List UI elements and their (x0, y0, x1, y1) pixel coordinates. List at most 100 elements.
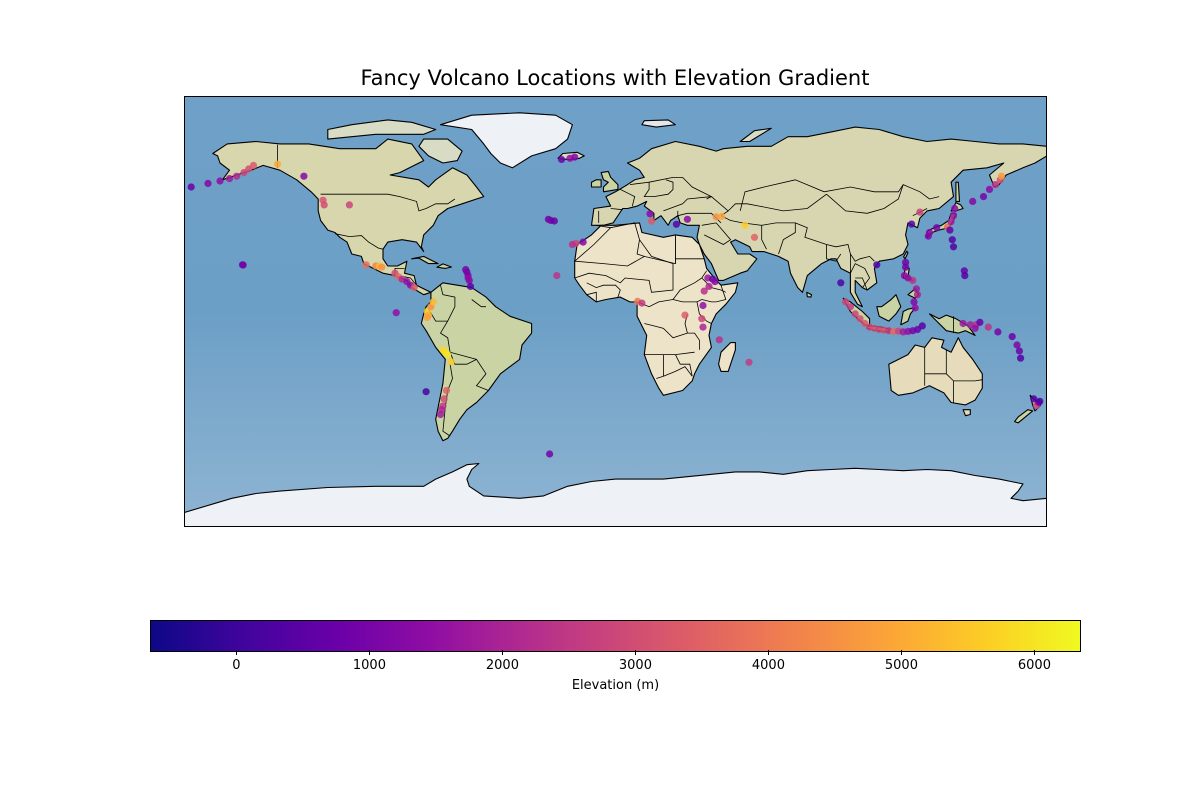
volcano-point (571, 153, 579, 161)
volcano-point (910, 298, 918, 306)
volcano-point (249, 161, 258, 169)
country-border (404, 276, 417, 286)
country-border (656, 354, 664, 379)
volcano-point (422, 388, 430, 396)
volcano-point (699, 323, 707, 331)
country-border (684, 313, 700, 350)
land-africa (574, 222, 739, 396)
volcano-point (233, 172, 241, 180)
volcano-point (856, 315, 864, 323)
volcano-point (949, 212, 958, 220)
country-border (629, 179, 674, 197)
country-border (471, 299, 486, 308)
colorbar-tick-label: 4000 (751, 658, 785, 673)
land-sri-lanka (806, 291, 813, 298)
colorbar-tick (369, 650, 371, 655)
land-south-america (420, 282, 533, 442)
colorbar-tick (635, 650, 637, 655)
volcano-point (392, 309, 400, 317)
volcano-point (984, 323, 992, 331)
volcano-point (873, 261, 881, 269)
volcano-point (976, 318, 984, 326)
volcano-point (1036, 397, 1044, 405)
land-great-britain (600, 170, 619, 193)
colorbar-tick-label: 5000 (884, 658, 918, 673)
volcano-point (238, 261, 247, 269)
map-frame (184, 96, 1047, 527)
country-border (826, 244, 842, 262)
volcano-point (947, 218, 955, 226)
colorbar-tick (768, 650, 770, 655)
country-border (675, 354, 693, 377)
volcano-point (705, 282, 713, 290)
volcano-point (902, 258, 910, 266)
volcano-point (951, 204, 959, 213)
land-eurasia (590, 126, 1047, 308)
volcano-point (546, 450, 554, 458)
volcano-point (683, 215, 691, 223)
volcano-point (969, 197, 977, 205)
volcano-point (971, 324, 979, 332)
volcano-point (842, 298, 850, 306)
country-border (586, 291, 597, 302)
volcano-point (378, 263, 386, 271)
volcano-point (429, 298, 437, 306)
colorbar-tick-label: 1000 (352, 658, 386, 673)
volcano-point (918, 322, 926, 330)
country-border (620, 189, 636, 207)
volcano-point (273, 160, 282, 168)
colorbar-tick-label: 3000 (618, 658, 652, 673)
country-border (727, 193, 827, 212)
country-border (320, 193, 456, 212)
world-map (184, 96, 1047, 527)
country-border (644, 323, 688, 339)
volcano-point (959, 319, 967, 328)
volcano-point (462, 266, 470, 274)
volcano-point (216, 177, 224, 185)
country-border (795, 222, 875, 262)
colorbar-tick (1034, 650, 1036, 655)
volcano-point (440, 395, 448, 403)
volcano-point (558, 155, 566, 164)
colorbar: 0 1000 2000 3000 4000 5000 6000 (150, 620, 1081, 673)
volcano-point (712, 213, 720, 221)
volcano-point (646, 210, 654, 218)
volcano-point (553, 272, 561, 280)
country-border (428, 285, 456, 322)
land-australia (888, 337, 983, 406)
land-antarctica (184, 462, 1047, 527)
country-border (701, 277, 726, 293)
volcano-point (466, 282, 475, 290)
volcano-point (204, 179, 212, 187)
volcano-point (925, 228, 934, 237)
land-madagascar (718, 342, 736, 372)
volcano-point (442, 386, 451, 395)
volcano-point (1013, 341, 1021, 349)
country-border (701, 222, 732, 245)
country-border (639, 239, 674, 264)
country-border (586, 282, 621, 298)
volcano-point (436, 410, 445, 419)
volcano-point (711, 278, 719, 286)
chart-title: Fancy Volcano Locations with Elevation G… (360, 66, 870, 90)
land-borneo (876, 294, 902, 322)
volcano-point (949, 243, 958, 251)
country-border (761, 222, 796, 255)
volcano-point (700, 287, 708, 295)
volcano-point (961, 272, 969, 280)
volcano-point (672, 220, 680, 228)
colorbar-tick-label: 6000 (1017, 658, 1051, 673)
country-border (739, 179, 940, 211)
volcano-point (948, 236, 956, 244)
volcano-point (913, 291, 922, 299)
volcano-point (900, 272, 909, 280)
volcano-point (550, 217, 558, 225)
land-hispaniola (436, 263, 453, 269)
country-border (716, 285, 727, 303)
volcano-point (225, 175, 234, 183)
volcano-points (187, 153, 1044, 458)
land-new-zealand-south (1014, 409, 1034, 424)
land-taiwan (903, 250, 909, 260)
land-layer (184, 112, 1047, 527)
